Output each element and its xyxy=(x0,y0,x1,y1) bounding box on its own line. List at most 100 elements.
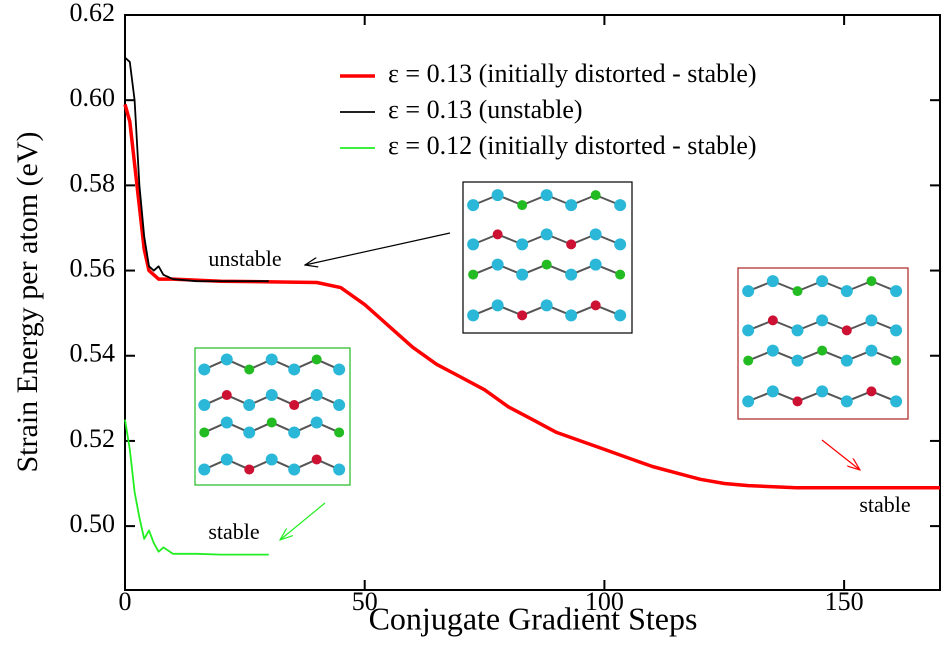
y-tick-label: 0.58 xyxy=(70,168,116,197)
atom xyxy=(614,309,626,321)
atom xyxy=(333,463,345,475)
x-tick-label: 50 xyxy=(352,587,378,616)
x-tick-label: 150 xyxy=(825,587,864,616)
atom xyxy=(614,238,626,250)
atom xyxy=(590,228,602,240)
atom xyxy=(516,269,528,281)
atom xyxy=(742,285,754,297)
atom xyxy=(288,363,300,375)
atom xyxy=(792,355,804,367)
atom xyxy=(793,286,803,296)
atom xyxy=(541,189,553,201)
atom xyxy=(866,276,876,286)
atom xyxy=(865,345,877,357)
legend-label: ε = 0.13 (initially distorted - stable) xyxy=(388,59,757,88)
atom xyxy=(288,426,300,438)
atom xyxy=(816,385,828,397)
y-tick-label: 0.62 xyxy=(70,0,116,27)
atom xyxy=(199,427,209,437)
atom xyxy=(816,314,828,326)
atom xyxy=(222,390,232,400)
atom xyxy=(816,275,828,287)
atom xyxy=(244,464,254,474)
atom xyxy=(767,275,779,287)
atom xyxy=(288,463,300,475)
atom xyxy=(311,389,323,401)
atom xyxy=(865,314,877,326)
annotation: unstable xyxy=(208,246,281,271)
atom xyxy=(517,200,527,210)
atom xyxy=(266,389,278,401)
atom xyxy=(541,228,553,240)
atom xyxy=(244,364,254,374)
atom xyxy=(467,309,479,321)
atom xyxy=(817,346,827,356)
atom xyxy=(866,386,876,396)
atom xyxy=(591,300,601,310)
atom xyxy=(890,285,902,297)
atom xyxy=(243,426,255,438)
y-tick-label: 0.60 xyxy=(70,83,116,112)
atom xyxy=(768,315,778,325)
atom xyxy=(221,453,233,465)
atom xyxy=(467,238,479,250)
atom xyxy=(221,353,233,365)
atom xyxy=(541,299,553,311)
atom xyxy=(841,285,853,297)
y-tick-label: 0.54 xyxy=(70,339,116,368)
atom xyxy=(565,269,577,281)
atom xyxy=(890,395,902,407)
arrow xyxy=(822,440,860,470)
atom xyxy=(334,427,344,437)
atom xyxy=(493,229,503,239)
atom xyxy=(792,324,804,336)
y-tick-label: 0.56 xyxy=(70,254,116,283)
legend-label: ε = 0.12 (initially distorted - stable) xyxy=(388,131,757,160)
atom xyxy=(312,354,322,364)
atom xyxy=(614,199,626,211)
atom xyxy=(841,395,853,407)
atom xyxy=(198,399,210,411)
insets xyxy=(195,182,908,485)
atom xyxy=(492,299,504,311)
atom xyxy=(198,363,210,375)
atom xyxy=(266,453,278,465)
atom xyxy=(266,353,278,365)
atom xyxy=(468,270,478,280)
annotation: stable xyxy=(208,519,259,544)
y-axis-label: Strain Energy per atom (eV) xyxy=(11,131,44,472)
x-tick-label: 100 xyxy=(585,587,624,616)
atom xyxy=(492,189,504,201)
atom xyxy=(890,324,902,336)
atom xyxy=(492,259,504,271)
legend-label: ε = 0.13 (unstable) xyxy=(388,95,583,124)
atom xyxy=(312,454,322,464)
atom xyxy=(467,199,479,211)
atom xyxy=(891,356,901,366)
atom xyxy=(842,325,852,335)
atom xyxy=(333,399,345,411)
atom xyxy=(767,385,779,397)
atom xyxy=(566,239,576,249)
chart: Conjugate Gradient Steps Strain Energy p… xyxy=(0,0,951,649)
atom xyxy=(591,190,601,200)
atom xyxy=(289,400,299,410)
atom xyxy=(793,396,803,406)
atom xyxy=(517,310,527,320)
x-axis-label: Conjugate Gradient Steps xyxy=(369,600,698,636)
atom xyxy=(742,395,754,407)
x-tick-label: 0 xyxy=(119,587,132,616)
arrow xyxy=(280,503,325,540)
atom xyxy=(333,363,345,375)
atom xyxy=(198,463,210,475)
y-tick-label: 0.50 xyxy=(70,509,116,538)
atom xyxy=(615,270,625,280)
atom xyxy=(742,324,754,336)
atom xyxy=(841,355,853,367)
y-tick-label: 0.52 xyxy=(70,424,116,453)
atom xyxy=(243,399,255,411)
atom xyxy=(590,259,602,271)
arrow xyxy=(305,233,450,265)
atom xyxy=(565,309,577,321)
annotation: stable xyxy=(859,492,910,517)
